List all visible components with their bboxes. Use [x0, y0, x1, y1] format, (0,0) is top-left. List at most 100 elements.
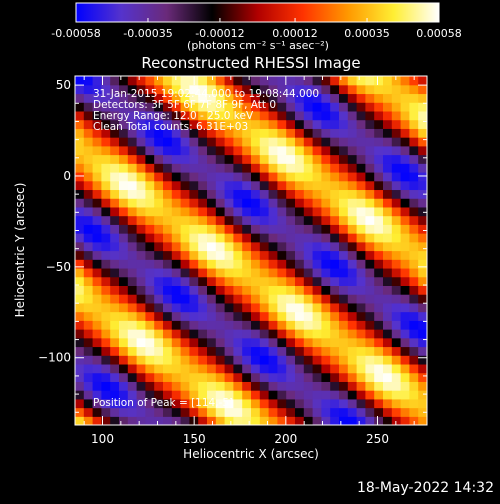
heatmap-cell	[312, 180, 322, 191]
heatmap-cell	[180, 259, 190, 269]
heatmap-cell	[251, 84, 261, 95]
heatmap-cell	[154, 346, 164, 356]
heatmap-cell	[180, 145, 190, 156]
heatmap-cell	[277, 294, 287, 304]
heatmap-cell	[75, 407, 85, 417]
heatmap-cell	[312, 110, 322, 121]
heatmap-cell	[110, 407, 120, 417]
heatmap-cell	[303, 259, 314, 269]
heatmap-cell	[295, 320, 305, 330]
heatmap-cell	[400, 102, 410, 112]
heatmap-cell	[198, 154, 208, 164]
heatmap-cell	[383, 145, 393, 156]
heatmap-cell	[409, 285, 419, 295]
heatmap-cell	[347, 163, 358, 173]
heatmap-cell	[224, 390, 234, 400]
heatmap-cell	[347, 110, 358, 121]
heatmap-cell	[365, 390, 375, 400]
heatmap-cell	[233, 381, 243, 391]
heatmap-cell	[312, 154, 322, 164]
heatmap-cell	[356, 128, 366, 138]
heatmap-cell	[198, 119, 208, 129]
heatmap-cell	[171, 171, 182, 182]
heatmap-cell	[330, 259, 340, 269]
heatmap-cell	[119, 180, 129, 191]
heatmap-cell	[83, 198, 94, 208]
heatmap-cell	[277, 76, 287, 86]
heatmap-cell	[268, 398, 278, 409]
heatmap-cell	[312, 407, 322, 417]
heatmap-cell	[383, 189, 393, 199]
heatmap-cell	[110, 381, 120, 391]
heatmap-cell	[171, 372, 182, 382]
heatmap-cell	[251, 381, 261, 391]
heatmap-cell	[356, 416, 366, 425]
heatmap-cell	[127, 189, 138, 199]
heatmap-cell	[295, 398, 305, 409]
heatmap-cell	[391, 337, 402, 348]
heatmap-cell	[391, 76, 402, 86]
heatmap-cell	[198, 233, 208, 243]
heatmap-cell	[268, 381, 278, 391]
heatmap-cell	[75, 233, 85, 243]
heatmap-cell	[365, 102, 375, 112]
heatmap-cell	[330, 110, 340, 121]
heatmap-cell	[83, 390, 94, 400]
heatmap-cell	[418, 119, 427, 129]
heatmap-cell	[242, 346, 252, 356]
heatmap-cell	[163, 102, 173, 112]
heatmap-cell	[198, 102, 208, 112]
heatmap-cell	[145, 128, 155, 138]
heatmap-cell	[312, 363, 322, 374]
heatmap-cell	[383, 198, 393, 208]
heatmap-cell	[224, 241, 234, 252]
heatmap-cell	[409, 276, 419, 286]
heatmap-cell	[233, 128, 243, 138]
heatmap-cell	[163, 198, 173, 208]
heatmap-cell	[145, 102, 155, 112]
heatmap-cell	[92, 128, 102, 138]
heatmap-cell	[321, 180, 331, 191]
heatmap-cell	[347, 250, 358, 260]
heatmap-cell	[400, 206, 410, 217]
heatmap-cell	[189, 259, 199, 269]
heatmap-cell	[400, 355, 410, 365]
heatmap-cell	[303, 189, 314, 199]
heatmap-cell	[330, 84, 340, 95]
heatmap-cell	[233, 302, 243, 313]
heatmap-cell	[154, 320, 164, 330]
heatmap-cell	[136, 346, 146, 356]
heatmap-cell	[347, 407, 358, 417]
x-axis-label: Heliocentric X (arcsec)	[183, 447, 319, 461]
heatmap-cell	[295, 311, 305, 321]
heatmap-cell	[233, 102, 243, 112]
heatmap-cell	[75, 84, 85, 95]
heatmap-cell	[312, 189, 322, 199]
heatmap-cell	[321, 285, 331, 295]
heatmap-cell	[268, 363, 278, 374]
heatmap-cell	[295, 189, 305, 199]
heatmap-cell	[198, 390, 208, 400]
heatmap-cell	[198, 294, 208, 304]
heatmap-cell	[365, 337, 375, 348]
heatmap-cell	[198, 93, 208, 103]
heatmap-cell	[224, 215, 234, 225]
heatmap-cell	[418, 145, 427, 156]
heatmap-cell	[145, 145, 155, 156]
heatmap-cell	[277, 390, 287, 400]
heatmap-cell	[119, 302, 129, 313]
heatmap-cell	[286, 145, 296, 156]
heatmap-cell	[180, 346, 190, 356]
heatmap-cell	[365, 215, 375, 225]
heatmap-cell	[101, 189, 111, 199]
heatmap-cell	[110, 355, 120, 365]
heatmap-cell	[233, 329, 243, 339]
heatmap-cell	[163, 145, 173, 156]
heatmap-cell	[268, 267, 278, 278]
heatmap-cell	[242, 224, 252, 234]
heatmap-cell	[83, 163, 94, 173]
heatmap-cell	[286, 416, 296, 425]
heatmap-cell	[277, 102, 287, 112]
heatmap-cell	[127, 311, 138, 321]
